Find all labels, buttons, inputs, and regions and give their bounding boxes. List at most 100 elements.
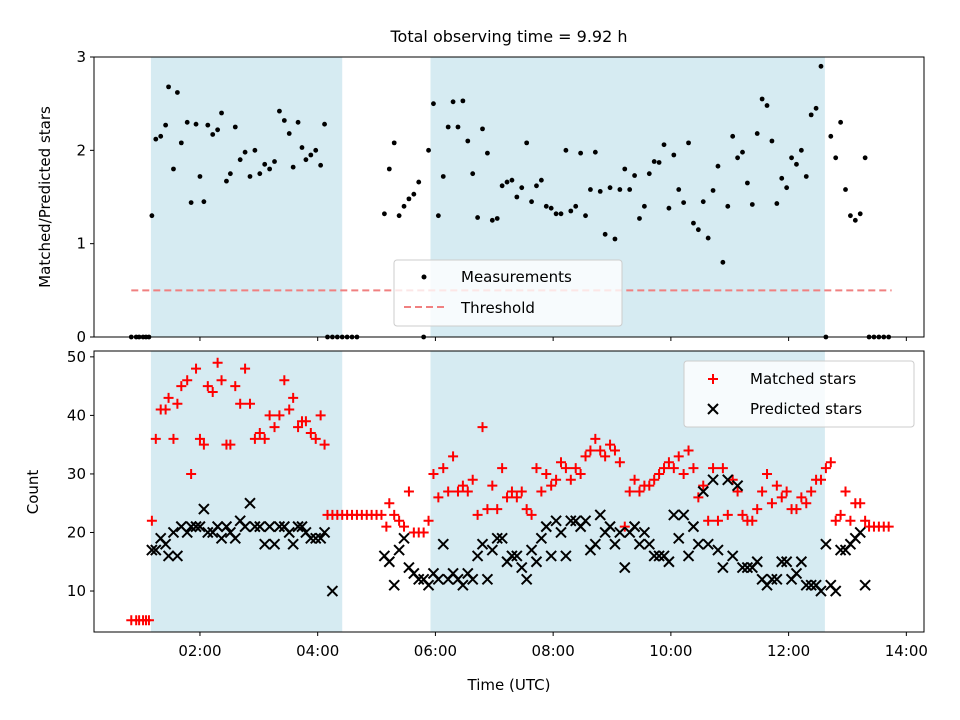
matched-point [506,486,517,497]
matched-point [300,416,311,427]
measurement-point [391,140,397,146]
matched-point [815,474,826,485]
predicted-point [535,532,548,545]
matched-point [418,527,429,538]
matched-point [288,392,299,403]
measurement-point [676,187,682,192]
matched-point [516,486,527,497]
measurement-point [852,217,858,223]
measurement-point [607,185,613,191]
predicted-point [565,515,577,527]
measurement-point [759,96,765,102]
matched-point [244,398,255,409]
predicted-point [506,550,518,562]
predicted-point [790,567,803,580]
measurement-point [705,235,711,241]
matched-point [502,492,513,503]
measurement-point [715,163,721,169]
matched-point [143,615,154,626]
legend-marker-predicted [707,403,719,415]
figure-title: Total observing time = 9.92 h [389,27,627,46]
predicted-point [795,556,808,568]
measurement-point [578,150,584,156]
predicted-point [722,474,734,486]
predicted-point [663,556,675,568]
predicted-point [800,579,812,591]
predicted-point [185,520,197,533]
measurement-point [514,194,520,200]
matched-point [172,398,183,409]
measurement-point [277,108,282,114]
matched-point [467,474,478,485]
measurement-point [242,149,248,155]
legend-top: Measurements Threshold [393,259,623,327]
legend-label-predicted: Predicted stars [750,400,862,418]
x-tick-label: 04:00 [296,642,339,660]
measurement-point [808,112,814,118]
y-tick-label: 1 [76,235,86,253]
measurement-point [794,161,799,167]
matched-point [240,363,251,374]
matched-point [551,474,562,485]
matched-point [737,509,748,520]
predicted-point [736,561,749,574]
measurement-point [543,203,549,209]
legend-label-matched: Matched stars [750,370,856,388]
measurement-point [754,131,760,136]
measurement-point [558,211,564,217]
predicted-point [726,550,739,562]
y-tick-label: 50 [67,348,86,366]
measurement-point [661,142,667,148]
measurement-point [553,211,559,217]
predicted-point [673,532,685,545]
predicted-point [614,526,626,539]
matched-point [771,480,782,491]
predicted-point [579,515,592,527]
predicted-point [692,538,705,550]
matched-point [659,463,670,474]
predicted-point [697,485,709,498]
predicted-point [643,538,656,550]
measurement-point [272,159,277,164]
matched-point [202,381,213,392]
measurement-point [651,159,657,164]
x-tick-label: 06:00 [414,642,457,660]
predicted-point [530,556,543,568]
predicted-point [766,573,778,586]
predicted-point [314,532,327,545]
measurement-point [489,217,495,223]
matched-point [840,486,851,497]
matched-point [757,486,768,497]
matched-point [673,451,684,462]
predicted-point [712,544,724,556]
predicted-point [190,520,202,533]
x-tick-label: 14:00 [885,642,928,660]
axes-frame-bottom [93,350,925,633]
matched-point [216,375,227,386]
measurement-point [460,98,466,104]
matched-point [531,463,542,474]
predicted-point [215,532,228,545]
x-tick-label: 02:00 [178,642,221,660]
matched-point [835,509,846,520]
matched-point [595,445,606,456]
measurement-point [583,213,588,219]
measurement-point [232,124,238,130]
predicted-point [413,573,425,586]
predicted-point [638,526,651,539]
x-tick-label: 12:00 [767,642,810,660]
predicted-point [310,532,322,545]
measurement-point [166,84,171,90]
measurement-point [597,189,603,194]
matched-point [462,486,473,497]
axes-frame-top [93,56,925,338]
measurement-point [848,213,853,219]
predicted-point [491,532,503,545]
predicted-point [496,532,508,545]
predicted-point [162,550,175,562]
measurement-point [504,179,510,185]
predicted-point [471,550,484,562]
matched-point [399,521,410,532]
matched-point [845,515,856,526]
x-axis-bottom: 02:00 04:00 06:00 08:00 10:00 12:00 14:00 [178,632,928,660]
